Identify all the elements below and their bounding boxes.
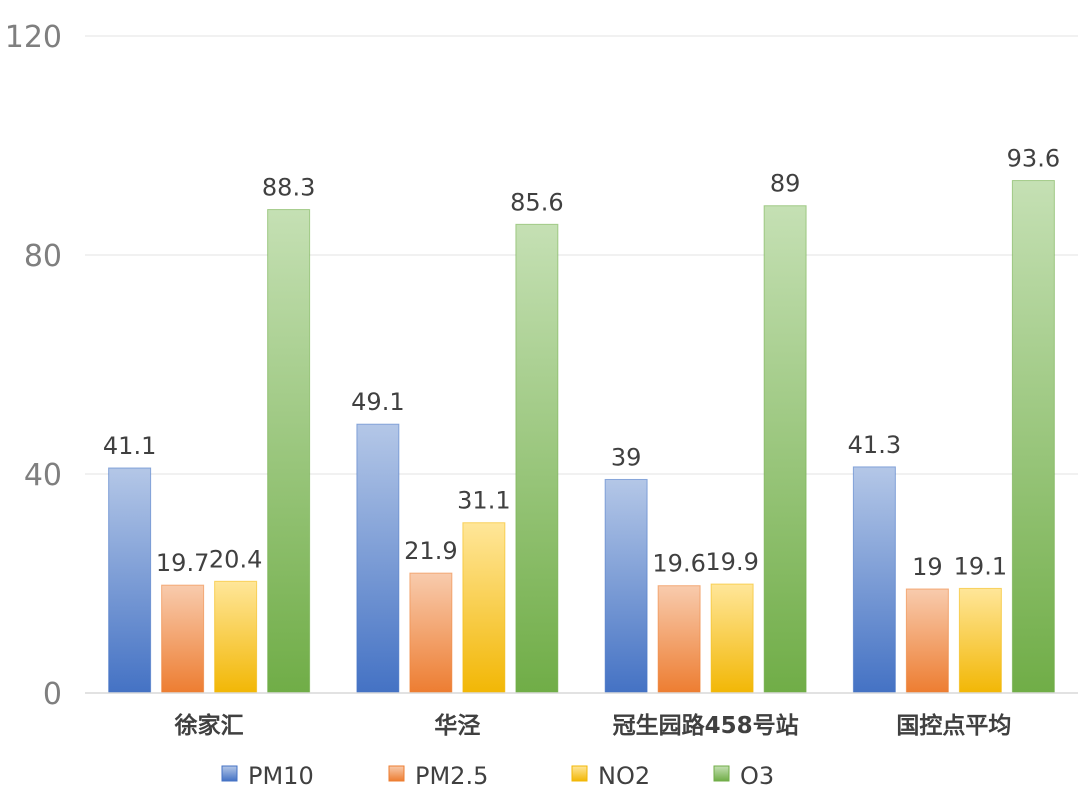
data-label: 19 <box>912 553 943 581</box>
bar-o3-3[interactable] <box>1011 180 1055 694</box>
x-category-label: 徐家汇 <box>174 712 244 739</box>
data-label: 41.3 <box>848 431 901 459</box>
legend-swatch <box>388 765 405 782</box>
data-label: 19.7 <box>156 549 209 577</box>
bar-pm10-2[interactable] <box>604 478 648 694</box>
legend-label: PM2.5 <box>415 762 488 790</box>
data-label: 93.6 <box>1007 145 1060 173</box>
data-label: 88.3 <box>262 174 315 202</box>
bar-pm10-1[interactable] <box>356 423 400 694</box>
bar-pm25-1[interactable] <box>409 572 453 694</box>
bar-pm25-2[interactable] <box>657 585 701 694</box>
bar-pm10-3[interactable] <box>852 466 896 694</box>
data-label: 39 <box>611 443 642 471</box>
y-tick-label: 80 <box>24 239 62 274</box>
bar-o3-1[interactable] <box>515 223 559 694</box>
legend-swatch <box>713 765 730 782</box>
data-label: 41.1 <box>103 432 156 460</box>
data-label: 49.1 <box>351 388 404 416</box>
y-tick-label: 120 <box>5 20 62 55</box>
data-label: 21.9 <box>404 537 457 565</box>
legend-label: O3 <box>740 762 774 790</box>
bar-o3-0[interactable] <box>267 209 311 694</box>
bar-pm10-0[interactable] <box>108 467 152 694</box>
data-label: 89 <box>770 170 801 198</box>
legend-swatch <box>221 765 238 782</box>
bar-no2-1[interactable] <box>462 522 506 694</box>
legend-label: NO2 <box>598 762 650 790</box>
data-label: 20.4 <box>209 545 262 573</box>
data-label: 19.9 <box>705 548 758 576</box>
x-category-label: 国控点平均 <box>896 712 1011 739</box>
data-label: 31.1 <box>457 487 510 515</box>
legend-swatch <box>571 765 588 782</box>
bar-no2-3[interactable] <box>958 587 1002 694</box>
bar-o3-2[interactable] <box>763 205 807 694</box>
x-category-label: 冠生园路458号站 <box>613 712 799 739</box>
bar-no2-0[interactable] <box>214 580 258 694</box>
x-category-label: 华泾 <box>434 712 480 739</box>
legend-item[interactable]: PM10 <box>221 762 314 790</box>
legend-item[interactable]: NO2 <box>571 762 650 790</box>
legend-item[interactable]: O3 <box>713 762 774 790</box>
data-label: 19.6 <box>652 550 705 578</box>
legend-item[interactable]: PM2.5 <box>388 762 488 790</box>
data-label: 85.6 <box>510 188 563 216</box>
data-label: 19.1 <box>954 552 1007 580</box>
legend-label: PM10 <box>248 762 314 790</box>
y-tick-label: 0 <box>43 677 62 712</box>
bar-pm25-3[interactable] <box>905 588 949 694</box>
y-tick-label: 40 <box>24 458 62 493</box>
bar-no2-2[interactable] <box>710 583 754 694</box>
bar-pm25-0[interactable] <box>161 584 205 694</box>
